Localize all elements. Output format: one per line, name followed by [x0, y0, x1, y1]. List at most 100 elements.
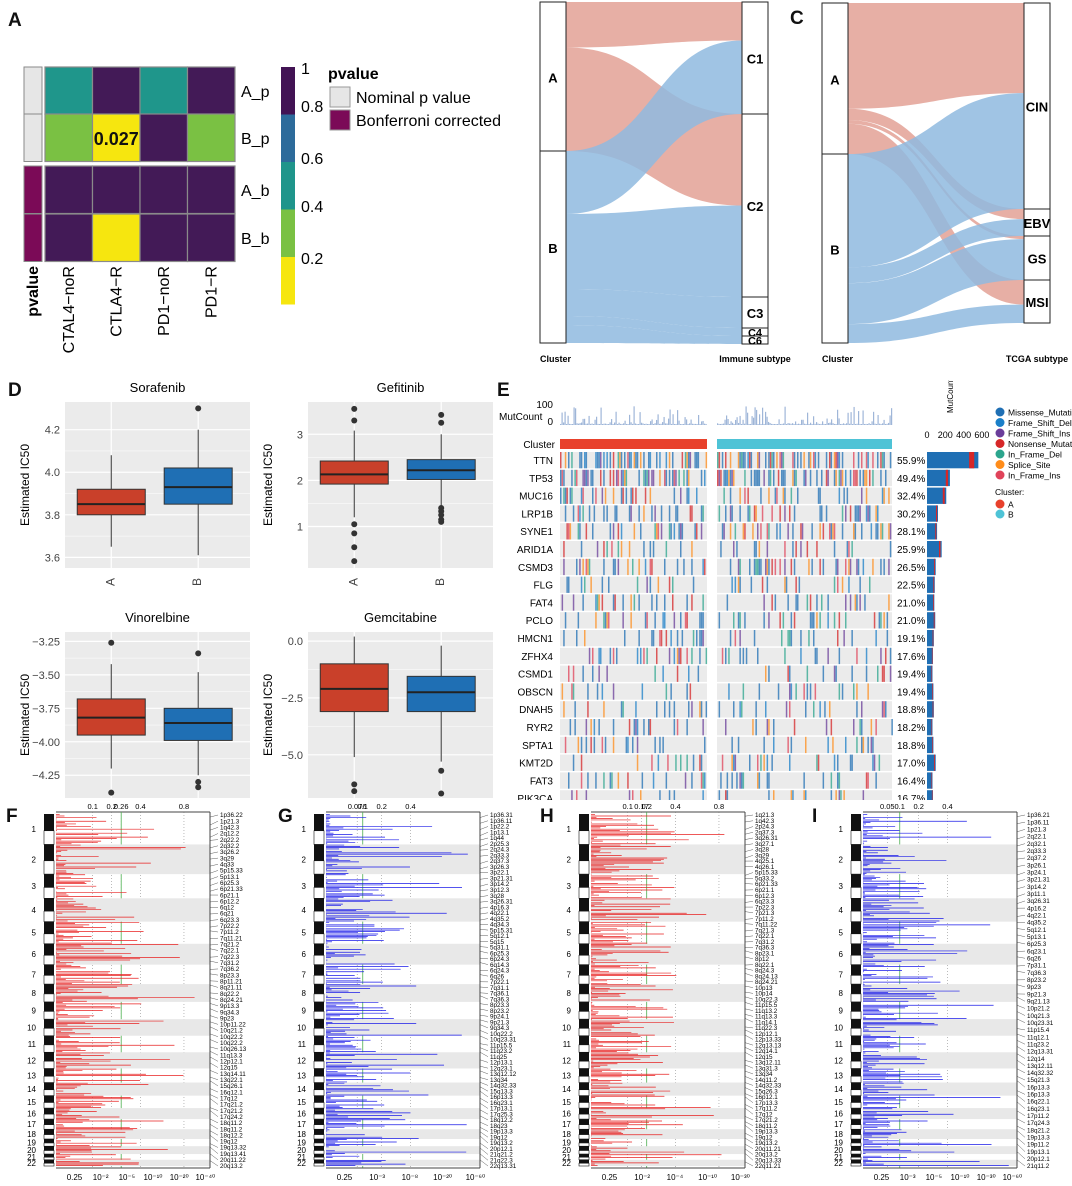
mutation-cell [636, 576, 639, 593]
count-bar-segment [939, 541, 941, 558]
ideogram-block [578, 887, 590, 899]
mutation-cell [632, 736, 634, 754]
mutcount-bar [651, 419, 653, 425]
mutation-cell [883, 612, 885, 629]
mutcount-bar [762, 407, 764, 425]
gene-label: SPTA1 [522, 741, 553, 752]
mutation-cell [784, 576, 786, 593]
mutation-cell [861, 736, 863, 754]
mutation-cell [656, 452, 658, 469]
mutation-cell [700, 612, 703, 629]
mutation-cell [624, 630, 626, 647]
mutcount-bar [605, 423, 607, 425]
panel-label-g: G [278, 806, 293, 827]
top-tick-label: 0.8 [179, 802, 189, 811]
peak-connector [209, 1124, 219, 1130]
mutation-cell [680, 523, 682, 540]
peak-label: 7q31.2 [220, 960, 240, 967]
mutation-cell [888, 523, 890, 540]
mutation-cell [792, 523, 794, 540]
mutation-cell [596, 594, 599, 611]
heatmap-row-label: A_p [241, 84, 270, 101]
ideogram-block [44, 1095, 54, 1103]
mutcount-bar [774, 424, 776, 425]
mutation-cell [582, 505, 584, 522]
mutation-cell [800, 452, 802, 469]
peak-label: 3p26.1 [1027, 862, 1047, 869]
mutation-cell [601, 594, 604, 611]
mutation-cell [563, 469, 565, 487]
peak-label: 8q21.11 [220, 985, 243, 992]
mutation-cell [601, 576, 604, 593]
mutcount-bar [817, 423, 819, 425]
mutation-cell [833, 754, 836, 771]
mutation-cell [598, 647, 600, 665]
mutation-cell [734, 523, 737, 540]
sankey-right-node [1023, 208, 1051, 237]
mutation-cell [739, 487, 741, 504]
mutation-cell [752, 523, 754, 540]
ideogram-block [578, 1044, 590, 1053]
mutation-cell [779, 505, 781, 522]
mutcount-bar [840, 424, 842, 425]
peak-connector [744, 911, 754, 914]
ideogram-block [43, 860, 55, 875]
mutation-cell [760, 558, 762, 576]
chromosome-band [326, 1159, 480, 1166]
mutcount-bar [638, 423, 640, 425]
mutcount-bar [777, 423, 779, 425]
outlier-point [108, 639, 115, 646]
mutation-cell [603, 558, 605, 576]
mutcount-bar [850, 412, 852, 425]
mutcount-bar [814, 423, 816, 425]
peak-connector [479, 918, 489, 921]
mutcount-bar [856, 423, 858, 425]
mutation-cell [880, 469, 882, 487]
mutation-cell [628, 790, 631, 800]
peak-connector [479, 820, 489, 824]
top-tick-label: 0.4 [405, 802, 415, 811]
mutation-cell [883, 452, 885, 469]
mutation-cell [665, 772, 668, 789]
heatmap-cell [44, 165, 94, 215]
peak-label: 11q22.3 [755, 1025, 778, 1032]
gene-label: ZFHX4 [521, 652, 553, 663]
mutation-cell [865, 469, 868, 487]
box [163, 707, 233, 741]
bottom-tick-label: 10⁻⁴⁰ [195, 1173, 215, 1182]
mutation-cell [576, 630, 578, 647]
mutation-cell [856, 683, 858, 700]
sankey-node-label: C1 [747, 52, 764, 67]
ideogram-block [44, 898, 54, 912]
mutation-cell [700, 630, 703, 647]
mutcount-tick: 100 [536, 400, 553, 411]
mutation-cell [680, 647, 682, 665]
mutcount-bar [563, 422, 565, 425]
mutation-cell [592, 647, 594, 665]
mutation-cell [790, 612, 793, 629]
peak-connector [1016, 900, 1026, 904]
mutation-cell [664, 701, 666, 718]
mutation-cell [814, 683, 817, 700]
mutation-cell [787, 630, 789, 647]
legend-label: Bonferroni corrected [356, 113, 501, 130]
top-tick-label: 0.17 [634, 802, 649, 811]
mutation-cell [664, 612, 666, 629]
mutcount-bar [620, 423, 622, 425]
mutation-cell [883, 487, 885, 504]
peak-label: 9p13.3 [220, 1003, 240, 1010]
peak-connector [479, 1030, 489, 1034]
peak-connector [479, 1086, 489, 1092]
mutation-cell [630, 487, 632, 504]
mutcount-bar [596, 416, 598, 425]
chromosome-band [56, 1108, 210, 1120]
mutation-cell [749, 505, 751, 522]
mutcount-bar [871, 421, 873, 425]
mutation-cell [729, 452, 732, 469]
mutation-cell [846, 487, 849, 504]
mutation-cell [595, 772, 597, 789]
ideogram-block [313, 1113, 325, 1120]
peak-label: 18q21.2 [1027, 1127, 1050, 1134]
chromosome-label: 11 [298, 1040, 307, 1049]
outlier-point [351, 558, 358, 565]
